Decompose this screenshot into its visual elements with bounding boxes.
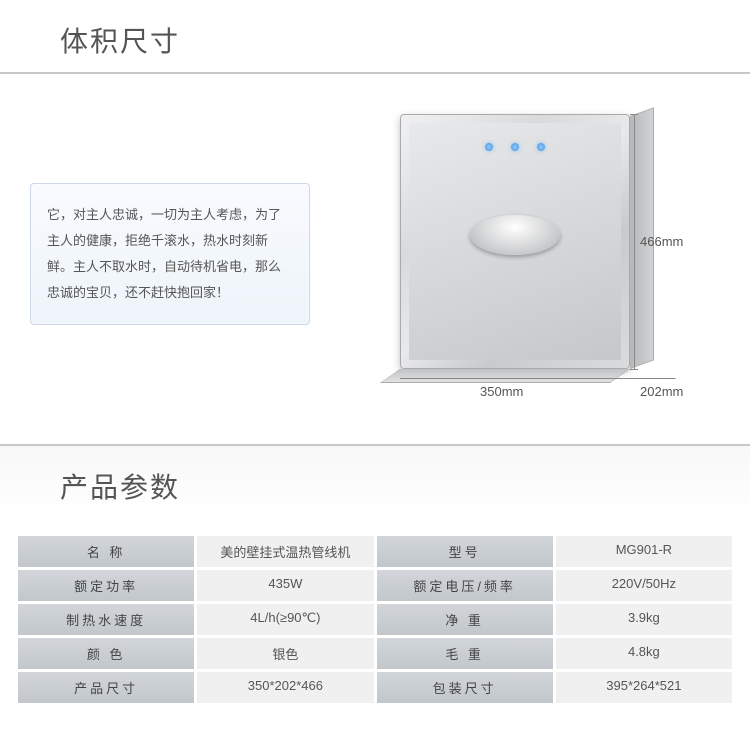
spec-value: 3.9kg — [556, 604, 732, 635]
table-row: 名 称 美的壁挂式温热管线机 型号 MG901-R — [18, 536, 732, 567]
spec-label: 产品尺寸 — [18, 672, 194, 703]
spec-label: 毛 重 — [377, 638, 553, 669]
spec-label: 型号 — [377, 536, 553, 567]
product-figure: 466mm 350mm 202mm — [330, 104, 720, 404]
spec-label: 名 称 — [18, 536, 194, 567]
dimension-depth-label: 202mm — [640, 384, 683, 399]
spec-value: 220V/50Hz — [556, 570, 732, 601]
table-row: 制热水速度 4L/h(≥90℃) 净 重 3.9kg — [18, 604, 732, 635]
spec-value: 银色 — [197, 638, 373, 669]
spec-label: 额定电压/频率 — [377, 570, 553, 601]
dimension-height-label: 466mm — [640, 234, 683, 249]
spec-value: 435W — [197, 570, 373, 601]
spec-value: MG901-R — [556, 536, 732, 567]
product-bottom-face — [380, 369, 630, 383]
spec-label: 制热水速度 — [18, 604, 194, 635]
table-row: 产品尺寸 350*202*466 包装尺寸 395*264*521 — [18, 672, 732, 703]
spec-value: 美的壁挂式温热管线机 — [197, 536, 373, 567]
spec-value: 395*264*521 — [556, 672, 732, 703]
dimension-width-label: 350mm — [480, 384, 523, 399]
led-icon — [537, 143, 545, 151]
spec-label: 颜 色 — [18, 638, 194, 669]
spec-value: 4.8kg — [556, 638, 732, 669]
dimensions-section-title: 体积尺寸 — [0, 0, 750, 74]
spec-label: 净 重 — [377, 604, 553, 635]
dimension-height-value: 466mm — [640, 234, 683, 249]
product-description: 它，对主人忠诚，一切为主人考虑，为了主人的健康，拒绝千滚水，热水时刻新鲜。主人不… — [30, 183, 310, 325]
spec-value: 350*202*466 — [197, 672, 373, 703]
spec-table: 名 称 美的壁挂式温热管线机 型号 MG901-R 额定功率 435W 额定电压… — [0, 518, 750, 746]
product-body — [400, 114, 630, 369]
indicator-leds — [485, 143, 545, 151]
spec-value: 4L/h(≥90℃) — [197, 604, 373, 635]
led-icon — [511, 143, 519, 151]
dimensions-area: 它，对主人忠诚，一切为主人考虑，为了主人的健康，拒绝千滚水，热水时刻新鲜。主人不… — [0, 74, 750, 444]
water-dispenser-icon — [470, 215, 560, 255]
spec-label: 额定功率 — [18, 570, 194, 601]
table-row: 颜 色 银色 毛 重 4.8kg — [18, 638, 732, 669]
spec-label: 包装尺寸 — [377, 672, 553, 703]
led-icon — [485, 143, 493, 151]
params-section-title: 产品参数 — [0, 444, 750, 518]
table-row: 额定功率 435W 额定电压/频率 220V/50Hz — [18, 570, 732, 601]
